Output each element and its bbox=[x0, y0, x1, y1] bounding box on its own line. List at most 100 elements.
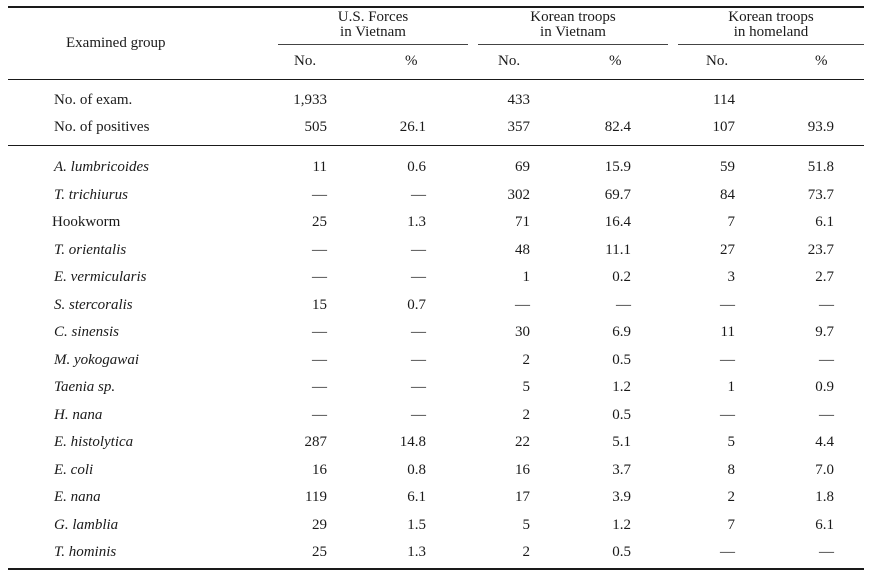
no-header-2: No. bbox=[498, 53, 521, 69]
parasite-row-label: E. vermicularis bbox=[54, 269, 147, 285]
parasite-cell: 2 bbox=[727, 489, 736, 505]
parasite-cell: 5 bbox=[522, 516, 531, 533]
parasite-cell: 25 bbox=[312, 214, 327, 230]
no-header-1: No. bbox=[294, 53, 317, 69]
parasite-cell: — bbox=[312, 406, 327, 423]
parasite-cell: 3.7 bbox=[612, 461, 631, 478]
summary-cell: 82.4 bbox=[604, 119, 631, 135]
bottom-rule bbox=[8, 568, 864, 570]
parasite-cell: 69.7 bbox=[604, 186, 631, 203]
parasite-cell: — bbox=[411, 269, 426, 285]
parasite-cell: 1 bbox=[522, 269, 531, 285]
pct-header-3: % bbox=[815, 53, 828, 69]
summary-cell: 107 bbox=[712, 119, 736, 135]
parasite-cell: 2 bbox=[522, 544, 531, 560]
parasite-cell: 16 bbox=[312, 461, 327, 478]
parasite-cell: 15.9 bbox=[604, 159, 631, 175]
parasite-cell: 119 bbox=[305, 489, 327, 505]
parasite-cell: 5 bbox=[522, 379, 531, 395]
parasite-cell: — bbox=[720, 406, 735, 423]
parasite-cell: 6.1 bbox=[407, 489, 426, 505]
parasite-cell: 14.8 bbox=[399, 434, 426, 450]
parasite-row-label: M. yokogawai bbox=[54, 351, 139, 368]
parasite-cell: 7.0 bbox=[815, 461, 834, 478]
parasite-cell: 0.6 bbox=[407, 159, 426, 175]
group-header-2-line1: Korean troops bbox=[530, 9, 616, 25]
parasite-cell: — bbox=[312, 324, 327, 340]
parasite-cell: 1.3 bbox=[407, 544, 426, 560]
parasite-cell: — bbox=[616, 296, 631, 313]
parasite-cell: 5.1 bbox=[612, 434, 631, 450]
parasite-cell: 0.2 bbox=[612, 269, 631, 285]
parasite-row-label: T. orientalis bbox=[54, 241, 127, 258]
parasite-row-label: T. trichiurus bbox=[54, 186, 128, 203]
no-header-3: No. bbox=[706, 53, 729, 69]
group-header-3-line1: Korean troops bbox=[728, 9, 814, 25]
parasite-cell: 23.7 bbox=[807, 241, 834, 258]
parasite-cell: 287 bbox=[304, 434, 328, 450]
group-underline-2 bbox=[478, 44, 668, 45]
parasite-cell: — bbox=[411, 324, 426, 340]
parasite-cell: 8 bbox=[727, 461, 736, 478]
summary-cell: 26.1 bbox=[399, 119, 426, 135]
parasite-cell: 3.9 bbox=[612, 489, 631, 505]
parasite-cell: 0.9 bbox=[815, 379, 834, 395]
parasite-row-label: E. nana bbox=[54, 489, 101, 505]
parasite-cell: 16.4 bbox=[604, 214, 631, 230]
parasite-cell: 0.8 bbox=[407, 461, 426, 478]
parasite-row-label: Taenia sp. bbox=[54, 379, 116, 395]
parasite-cell: 27 bbox=[720, 241, 735, 258]
parasite-cell: — bbox=[819, 296, 834, 313]
parasite-cell: 0.5 bbox=[612, 406, 631, 423]
parasite-cell: 11 bbox=[312, 159, 327, 175]
summary-rule bbox=[8, 145, 864, 146]
examined-group-header: Examined group bbox=[66, 35, 166, 51]
parasite-cell: 22 bbox=[515, 434, 530, 450]
summary-cell: 93.9 bbox=[807, 119, 834, 135]
parasite-row-label: Hookworm bbox=[52, 214, 121, 230]
summary-cell: 1,933 bbox=[293, 92, 327, 108]
parasite-cell: — bbox=[720, 351, 735, 368]
parasite-cell: 0.5 bbox=[612, 544, 631, 560]
parasite-row-label: T. hominis bbox=[54, 544, 117, 560]
parasite-cell: 0.5 bbox=[612, 351, 631, 368]
parasite-cell: 6.9 bbox=[612, 324, 631, 340]
group-header-2-line2: in Vietnam bbox=[540, 24, 606, 40]
parasite-cell: 30 bbox=[515, 324, 530, 340]
parasite-cell: — bbox=[312, 186, 327, 203]
parasite-cell: — bbox=[411, 241, 426, 258]
parasite-cell: 16 bbox=[515, 461, 530, 478]
pct-header-2: % bbox=[609, 53, 622, 69]
parasite-cell: 1.2 bbox=[612, 379, 631, 395]
summary-cell: 357 bbox=[507, 119, 531, 135]
parasite-cell: 6.1 bbox=[815, 516, 834, 533]
group-underline-3 bbox=[678, 44, 864, 45]
parasite-cell: 1.2 bbox=[612, 516, 631, 533]
group-header-3-line2: in homeland bbox=[733, 24, 809, 40]
group-underline-1 bbox=[278, 44, 468, 45]
parasite-cell: — bbox=[819, 351, 834, 368]
parasite-cell: 302 bbox=[507, 186, 531, 203]
top-rule bbox=[8, 6, 864, 8]
parasite-cell: 1.3 bbox=[407, 214, 426, 230]
parasite-row-label: H. nana bbox=[54, 406, 103, 423]
parasite-cell: 1.5 bbox=[407, 516, 426, 533]
summary-row-label: No. of positives bbox=[54, 119, 150, 135]
parasite-cell: 48 bbox=[515, 241, 530, 258]
parasite-cell: — bbox=[819, 544, 834, 560]
pct-header-1: % bbox=[405, 53, 418, 69]
parasite-cell: — bbox=[720, 544, 735, 560]
parasite-cell: 0.7 bbox=[407, 296, 426, 313]
parasite-cell: 1 bbox=[727, 379, 736, 395]
parasite-row-label: E. histolytica bbox=[54, 434, 134, 450]
parasite-cell: 11.1 bbox=[605, 241, 631, 258]
parasite-row-label: S. stercoralis bbox=[54, 296, 133, 313]
parasite-cell: — bbox=[312, 269, 327, 285]
summary-cell: 505 bbox=[304, 119, 328, 135]
parasite-cell: 73.7 bbox=[807, 186, 834, 203]
parasite-cell: — bbox=[312, 241, 327, 258]
parasite-cell: 7 bbox=[727, 516, 736, 533]
group-header-1-line2: in Vietnam bbox=[340, 24, 406, 40]
parasite-cell: 4.4 bbox=[815, 434, 834, 450]
parasite-cell: 84 bbox=[720, 186, 735, 203]
